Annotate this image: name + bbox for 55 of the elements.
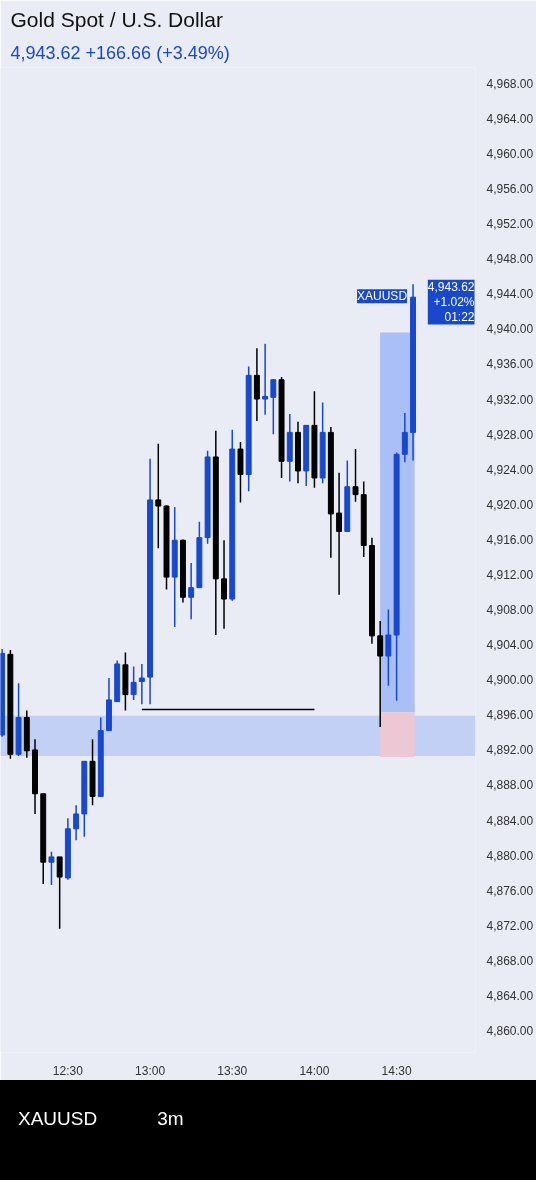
chart-title: Gold Spot / U.S. Dollar (10, 7, 223, 31)
x-tick-label: 13:30 (217, 1063, 248, 1078)
y-tick-label: 4,884.00 (486, 813, 534, 828)
y-tick-label: 4,868.00 (486, 953, 534, 968)
y-tick-label: 4,932.00 (486, 392, 534, 407)
candlestick (130, 665, 137, 701)
text: 3m (157, 1108, 184, 1129)
candlestick (155, 443, 162, 549)
candlestick (270, 378, 277, 435)
candlestick (56, 856, 63, 930)
y-tick-label: 4,876.00 (486, 883, 534, 898)
y-tick-label: 4,912.00 (486, 567, 534, 582)
y-tick-label: 4,956.00 (486, 182, 534, 197)
y-tick-label: 4,964.00 (486, 111, 534, 126)
annotation: XAUUSD (357, 289, 408, 304)
y-tick-label: 4,936.00 (486, 357, 534, 372)
y-tick-label: 4,872.00 (486, 918, 534, 933)
candlestick (352, 448, 359, 503)
y-tick-label: 4,896.00 (486, 708, 534, 723)
candlestick (221, 539, 227, 630)
y-tick-label: 4,888.00 (486, 778, 534, 793)
candlestick (401, 412, 408, 463)
candlestick (48, 850, 55, 886)
y-tick-label: 4,920.00 (486, 497, 534, 512)
x-tick-label: 12:30 (52, 1063, 84, 1078)
candlestick (385, 608, 392, 687)
x-tick-label: 14:00 (299, 1063, 330, 1078)
y-tick-label: 4,864.00 (486, 988, 534, 1003)
y-tick-label: 4,944.00 (486, 287, 534, 302)
candlestick (73, 804, 80, 841)
text: XAUUSD (18, 1108, 98, 1129)
y-tick-label: 4,928.00 (486, 427, 534, 442)
y-tick-label: 4,880.00 (486, 848, 534, 863)
y-tick-label: 4,892.00 (486, 743, 534, 758)
y-tick-label: 4,916.00 (486, 532, 534, 547)
y-tick-label: 4,900.00 (486, 673, 534, 688)
y-tick-label: 4,968.00 (486, 76, 534, 91)
y-tick-label: 4,908.00 (486, 603, 534, 618)
candlestick (253, 347, 260, 422)
x-tick-label: 13:00 (135, 1063, 166, 1078)
candlestick (262, 343, 269, 416)
candlestick (138, 663, 145, 706)
y-tick-label: 4,940.00 (486, 322, 534, 337)
candlestick (336, 471, 343, 596)
chart-subtitle: 4,943.62 +166.66 (+3.49%) (10, 42, 230, 63)
y-tick-label: 4,904.00 (486, 638, 534, 653)
y-tick-label: 4,924.00 (486, 462, 534, 477)
y-tick-label: 4,860.00 (486, 1024, 534, 1039)
candlestick (377, 620, 384, 728)
y-tick-label: 4,948.00 (486, 252, 534, 267)
candlestick (188, 562, 195, 620)
annotation: 4,943.62 +1.02% 01:22 (427, 279, 475, 325)
y-tick-label: 4,952.00 (486, 217, 534, 232)
x-tick-label: 14:30 (381, 1063, 412, 1078)
y-tick-label: 4,960.00 (486, 146, 534, 161)
